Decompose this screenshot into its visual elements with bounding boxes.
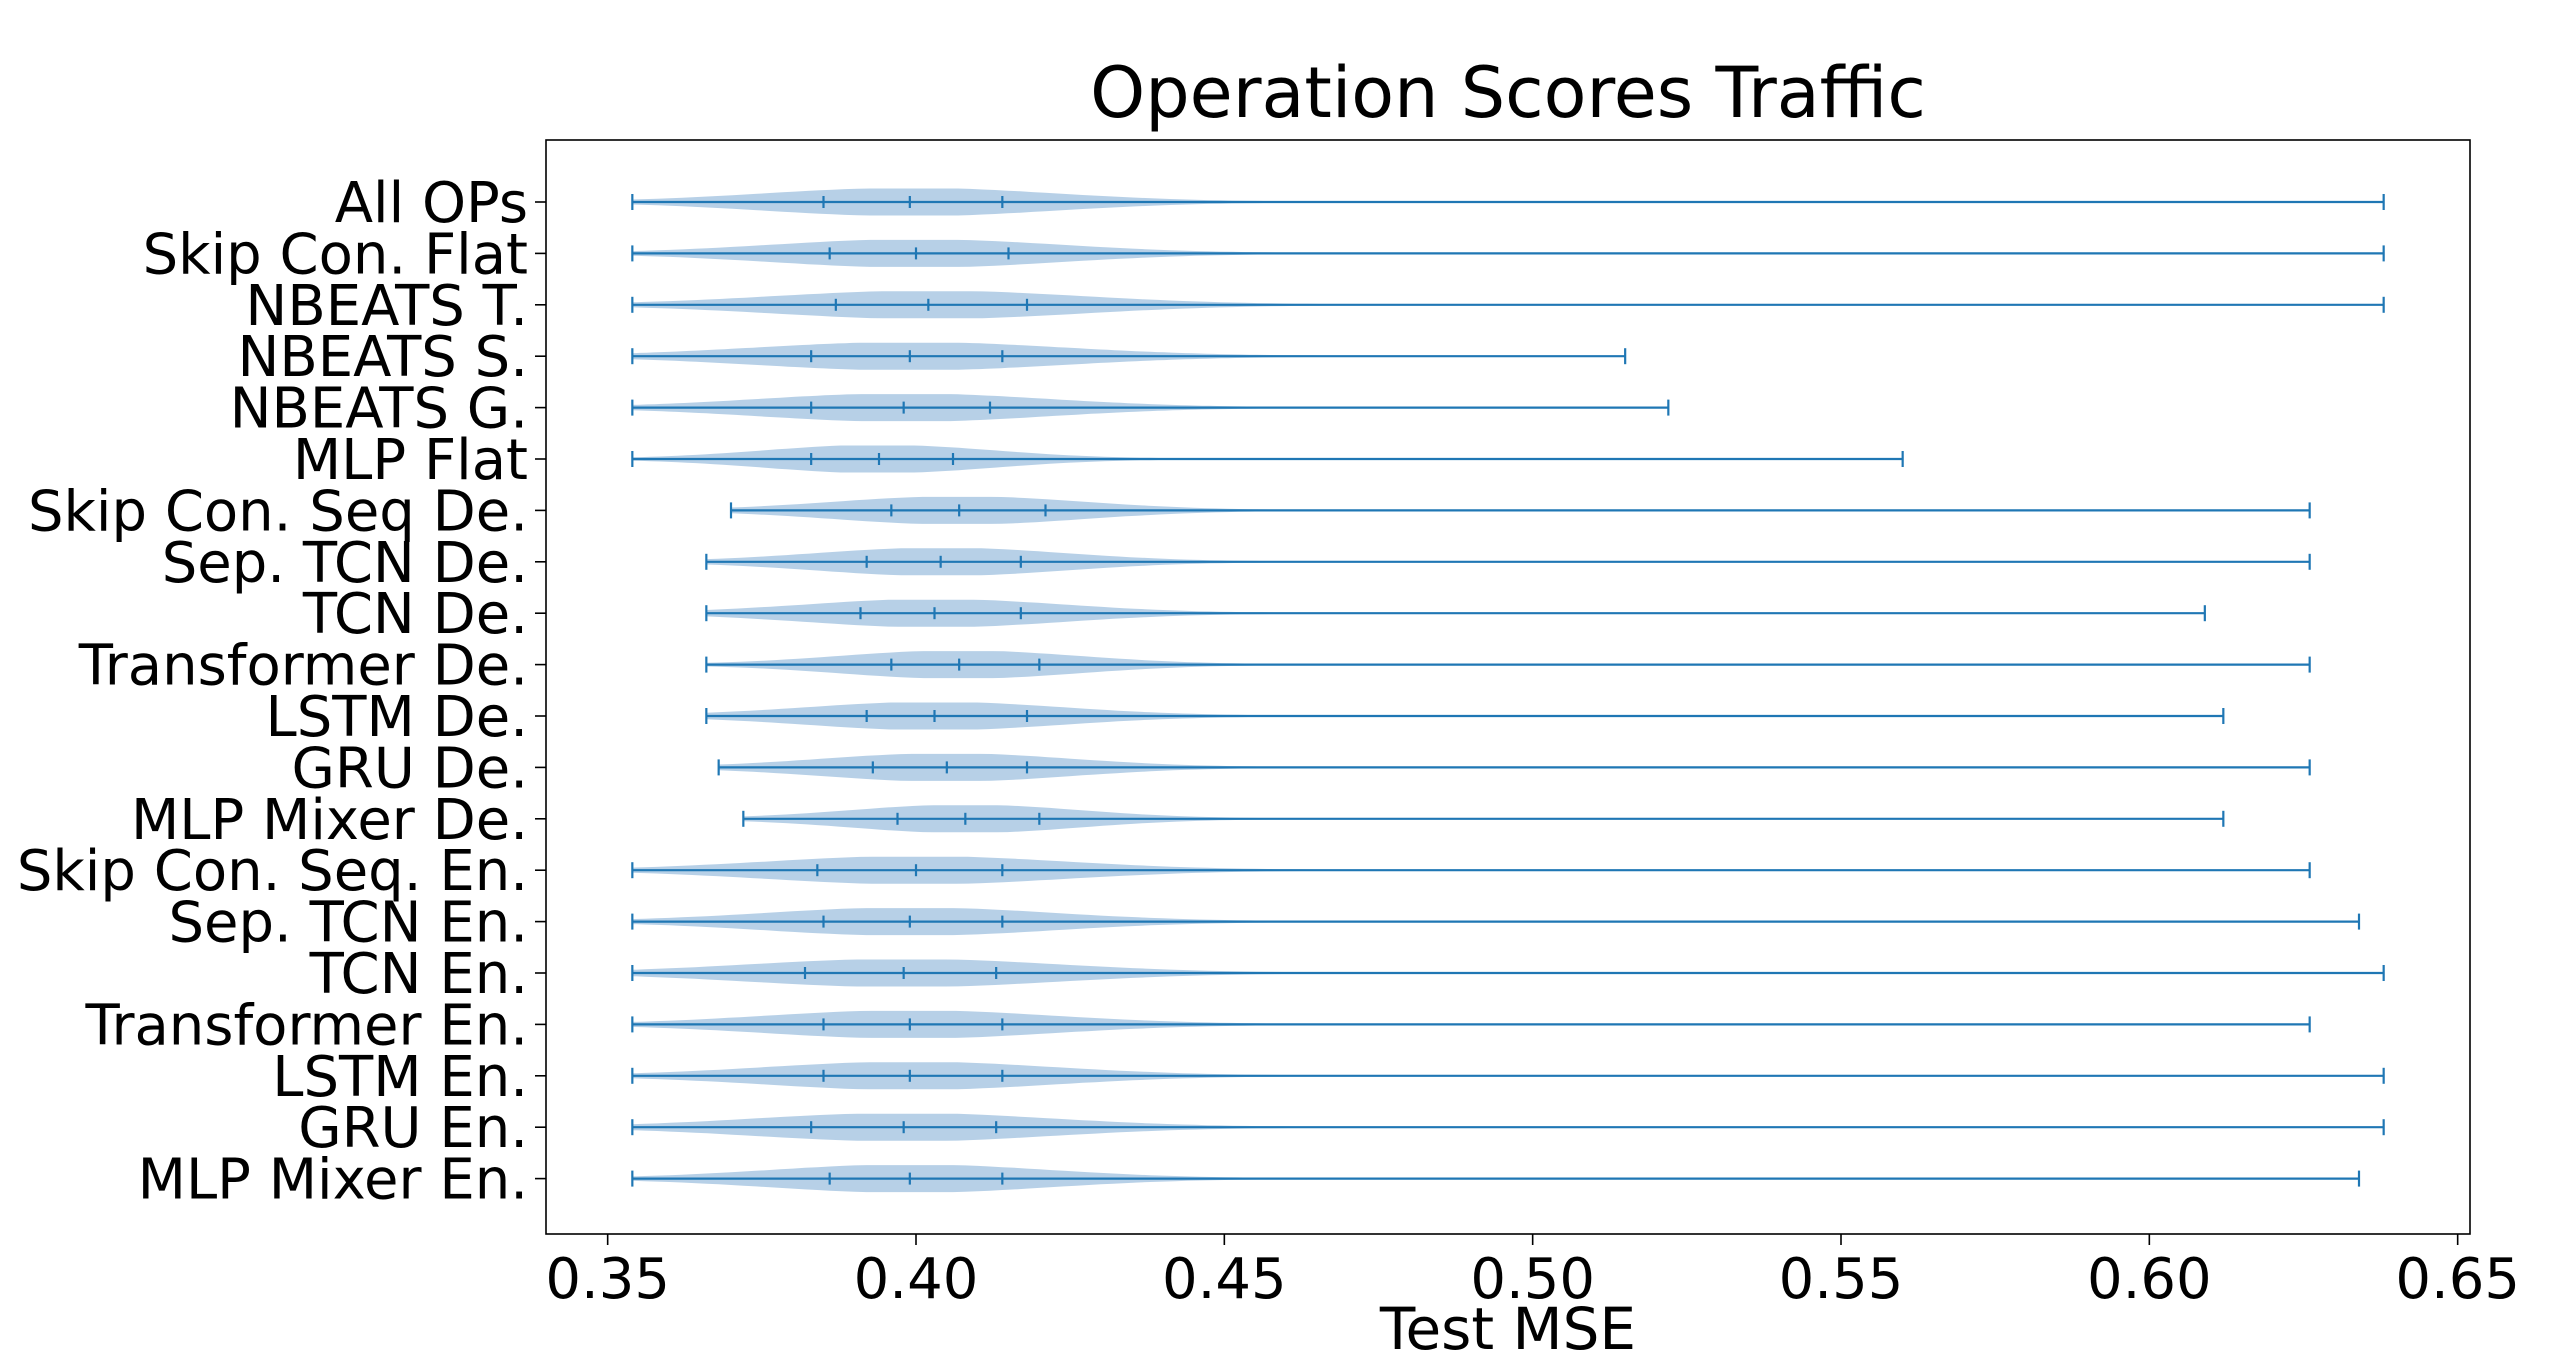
y-tick-label: LSTM De. (266, 685, 528, 750)
plot-frame (545, 139, 2471, 1235)
x-tick-label: 0.65 (2395, 1247, 2520, 1312)
y-tick-label: All OPs (335, 171, 528, 236)
y-tick-label: Skip Con. Flat (143, 222, 528, 287)
violin-group (705, 651, 2311, 679)
violin-group (705, 599, 2206, 627)
y-tick-label: TCN De. (302, 582, 528, 647)
y-tick-label: NBEATS G. (230, 377, 528, 442)
y-tick-label: Sep. TCN En. (168, 891, 528, 956)
y-tick-label: NBEATS S. (237, 325, 528, 390)
y-tick-label: Transformer En. (84, 993, 528, 1058)
y-tick-label: Transformer De. (78, 634, 528, 699)
violin-group (631, 342, 1627, 370)
violin-group (631, 1010, 2311, 1038)
violin-group (631, 239, 2385, 267)
chart-title: Operation Scores Traffic (1090, 52, 1926, 134)
y-tick-label: GRU De. (292, 736, 528, 801)
violin-group (631, 445, 1904, 473)
violin-group (705, 702, 2225, 730)
y-tick-label: NBEATS T. (245, 274, 528, 339)
violin-group (729, 496, 2311, 524)
violin-group (631, 1062, 2385, 1090)
y-tick-label: GRU En. (298, 1096, 528, 1161)
violin-group (742, 805, 2225, 833)
violin-group (631, 856, 2311, 884)
violin-group (631, 1165, 2361, 1193)
violin-group (717, 753, 2311, 781)
y-tick-label: Sep. TCN De. (162, 531, 528, 596)
violin-group (631, 1113, 2385, 1141)
y-tick-label: Skip Con. Seq. En. (17, 839, 528, 904)
x-tick-label: 0.60 (2087, 1247, 2212, 1312)
violin-group (631, 908, 2361, 936)
x-axis-ticks: 0.35 0.40 0.45 0.50 0.55 0.60 0.65 (545, 1234, 2520, 1312)
y-tick-label: MLP Mixer En. (138, 1148, 528, 1213)
y-tick-label: TCN En. (309, 942, 528, 1007)
violin-group (631, 291, 2385, 319)
y-tick-label: MLP Mixer De. (131, 788, 528, 853)
violin-series (631, 188, 2385, 1193)
x-tick-label: 0.50 (1470, 1247, 1595, 1312)
y-tick-label: LSTM En. (272, 1045, 528, 1110)
x-tick-label: 0.40 (854, 1247, 979, 1312)
x-tick-label: 0.35 (545, 1247, 670, 1312)
violin-group (631, 959, 2385, 987)
violin-group (631, 394, 1670, 422)
x-tick-label: 0.45 (1162, 1247, 1287, 1312)
violin-group (631, 188, 2385, 216)
y-tick-label: Skip Con. Seq De. (28, 479, 528, 544)
violin-group (705, 548, 2311, 576)
x-axis-label: Test MSE (1379, 1295, 1636, 1363)
x-tick-label: 0.55 (1779, 1247, 1904, 1312)
y-tick-label: MLP Flat (293, 428, 528, 493)
